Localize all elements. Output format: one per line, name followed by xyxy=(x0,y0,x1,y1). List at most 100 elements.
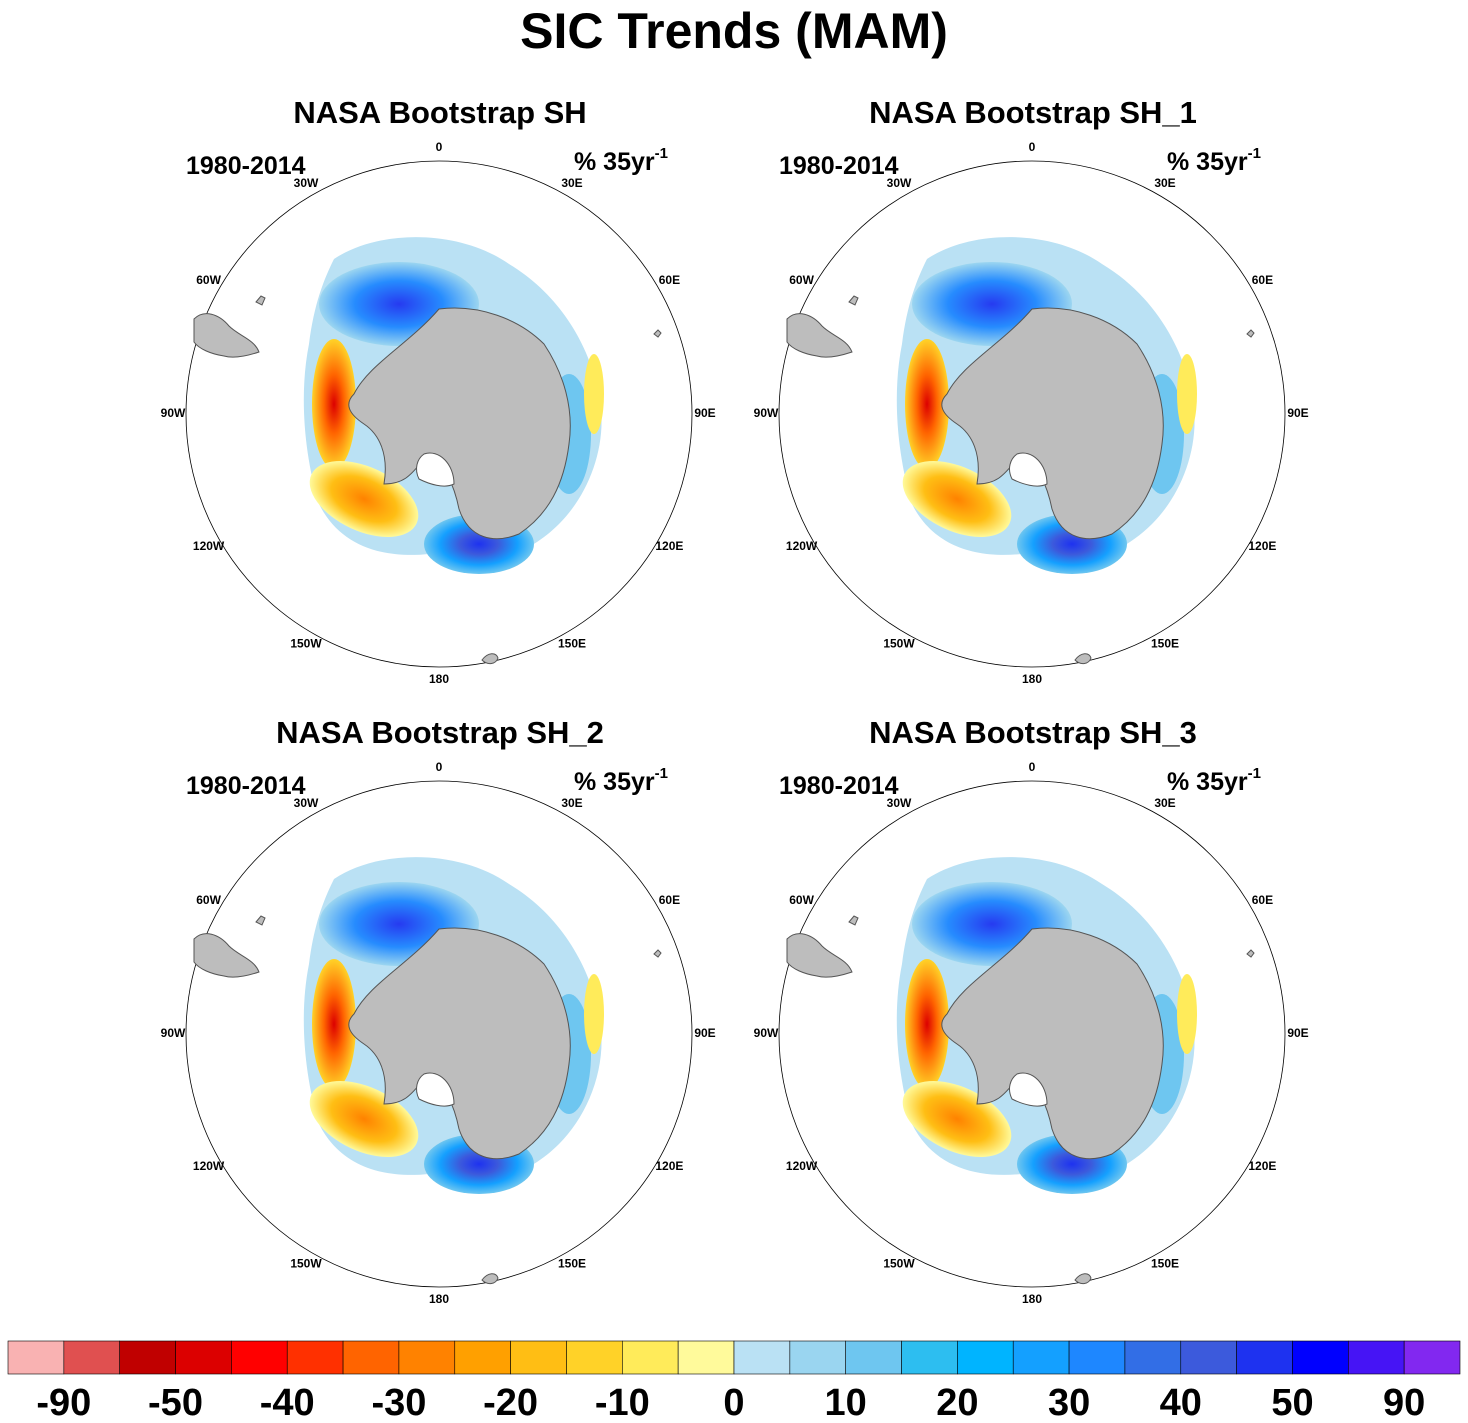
colorbar-box xyxy=(286,1340,344,1375)
panel-3-lon-label: 0 xyxy=(436,760,443,774)
colorbar-box xyxy=(454,1340,511,1375)
colorbar-box xyxy=(119,1340,176,1375)
panel-1-lon-label: 90E xyxy=(694,406,715,420)
colorbar-tick-label: -10 xyxy=(595,1382,650,1423)
colorbar-tick-label: -30 xyxy=(371,1382,426,1423)
panel-3: NASA Bootstrap SH_2 1980-2014 % 35yr-1 xyxy=(185,715,693,1288)
panel-2-title: NASA Bootstrap SH_1 xyxy=(869,95,1197,130)
panel-4-lon-label: 30W xyxy=(887,796,912,810)
panel-3-lon-label: 120W xyxy=(193,1159,225,1173)
panel-4-lon-label: 0 xyxy=(1029,760,1036,774)
panel-1-lon-label: 60E xyxy=(659,273,680,287)
colorbar-box xyxy=(901,1340,958,1375)
colorbar xyxy=(7,1340,1461,1375)
panel-4-period: 1980-2014 xyxy=(779,772,899,800)
panel-4-lon-label: 150W xyxy=(883,1257,915,1271)
panel-1-lon-label: 0 xyxy=(436,140,443,154)
panel-4-lon-label: 60E xyxy=(1252,893,1273,907)
colorbar-tick-label: -40 xyxy=(260,1382,315,1423)
colorbar-box xyxy=(1403,1340,1461,1375)
panel-2-lon-label: 0 xyxy=(1029,140,1036,154)
panel-4-lon-label: 90W xyxy=(754,1026,779,1040)
panel-1-lon-label: 120E xyxy=(655,539,683,553)
panel-4-units-exponent: -1 xyxy=(1248,765,1261,782)
panel-1-lon-label: 180 xyxy=(429,672,449,686)
colorbar-box xyxy=(789,1340,846,1375)
panel-3-lon-label: 150E xyxy=(558,1257,586,1271)
colorbar-box xyxy=(622,1340,679,1375)
panel-3-lon-label: 60W xyxy=(196,893,221,907)
panel-2-lon-label: 90E xyxy=(1287,406,1308,420)
colorbar-box xyxy=(398,1340,456,1375)
colorbar-tick-label: 50 xyxy=(1271,1382,1313,1423)
colorbar-tick-label: 30 xyxy=(1048,1382,1090,1423)
panel-3-lon-label: 60E xyxy=(659,893,680,907)
panel-4-units-base: % 35yr xyxy=(1167,768,1248,796)
colorbar-box xyxy=(1348,1340,1405,1375)
panel-1-map xyxy=(185,160,693,668)
panel-1-lon-label: 30E xyxy=(561,176,582,190)
colorbar-box xyxy=(1012,1340,1070,1375)
panel-1-units-exponent: -1 xyxy=(655,145,668,162)
colorbar-box xyxy=(957,1340,1014,1375)
panel-1-lon-label: 120W xyxy=(193,539,225,553)
colorbar-box xyxy=(63,1340,120,1375)
panel-3-lon-label: 90E xyxy=(694,1026,715,1040)
panel-2-lon-label: 60W xyxy=(789,273,814,287)
colorbar-box xyxy=(733,1340,791,1375)
panel-1-lon-label: 30W xyxy=(294,176,319,190)
panel-1-period: 1980-2014 xyxy=(186,152,306,180)
panel-4-lon-label: 30E xyxy=(1154,796,1175,810)
panel-2-units-base: % 35yr xyxy=(1167,148,1248,176)
colorbar-box xyxy=(1180,1340,1237,1375)
panel-4-units: % 35yr-1 xyxy=(1167,765,1261,796)
colorbar-box xyxy=(231,1340,288,1375)
panel-2-units: % 35yr-1 xyxy=(1167,145,1261,176)
panel-1-lon-label: 60W xyxy=(196,273,221,287)
panel-4-lon-label: 90E xyxy=(1287,1026,1308,1040)
panel-2: NASA Bootstrap SH_1 1980-2014 % 35yr-1 xyxy=(778,95,1286,668)
panel-3-title: NASA Bootstrap SH_2 xyxy=(276,715,604,750)
panel-3-lon-label: 150W xyxy=(290,1257,322,1271)
panel-3-lon-label: 30W xyxy=(294,796,319,810)
panel-1-units-base: % 35yr xyxy=(574,148,655,176)
panel-2-lon-label: 90W xyxy=(754,406,779,420)
colorbar-box xyxy=(1236,1340,1293,1375)
colorbar-box xyxy=(342,1340,400,1375)
colorbar-box xyxy=(845,1340,902,1375)
colorbar-tick-label: 0 xyxy=(723,1382,744,1423)
colorbar-box xyxy=(566,1340,623,1375)
colorbar-tick-label: -90 xyxy=(36,1382,91,1423)
colorbar-box xyxy=(175,1340,232,1375)
longitude-labels: 0 30E 60E 90E 120E 150E 180 150W 120W 90W 60W 30W 0 3… xyxy=(161,140,1309,1306)
panel-3-lon-label: 30E xyxy=(561,796,582,810)
panel-3-units-exponent: -1 xyxy=(655,765,668,782)
panel-4-lon-label: 180 xyxy=(1022,1292,1042,1306)
panel-4-lon-label: 120E xyxy=(1248,1159,1276,1173)
panel-2-lon-label: 30W xyxy=(887,176,912,190)
panel-2-lon-label: 120E xyxy=(1248,539,1276,553)
panel-1-lon-label: 150W xyxy=(290,637,322,651)
panel-4-title: NASA Bootstrap SH_3 xyxy=(869,715,1197,750)
panel-1: NASA Bootstrap SH 1980-2014 % 35yr-1 xyxy=(185,95,693,668)
colorbar-box xyxy=(1292,1340,1349,1375)
panel-4: NASA Bootstrap SH_3 1980-2014 % 35yr-1 xyxy=(778,715,1286,1288)
colorbar-tick-label: -20 xyxy=(483,1382,538,1423)
panel-1-lon-label: 150E xyxy=(558,637,586,651)
panel-3-lon-label: 180 xyxy=(429,1292,449,1306)
panel-2-lon-label: 120W xyxy=(786,539,818,553)
panel-4-lon-label: 60W xyxy=(789,893,814,907)
panel-2-lon-label: 150E xyxy=(1151,637,1179,651)
panel-2-lon-label: 150W xyxy=(883,637,915,651)
colorbar-labels: -90 -50 -40 -30 -20 -10 0 10 20 30 40 50 90 xyxy=(36,1382,1425,1423)
panel-3-lon-label: 90W xyxy=(161,1026,186,1040)
colorbar-tick-label: 20 xyxy=(936,1382,978,1423)
colorbar-box xyxy=(677,1340,735,1375)
panel-2-lon-label: 60E xyxy=(1252,273,1273,287)
panel-3-map xyxy=(185,780,693,1288)
panel-3-period: 1980-2014 xyxy=(186,772,306,800)
panel-1-lon-label: 90W xyxy=(161,406,186,420)
colorbar-tick-label: 40 xyxy=(1160,1382,1202,1423)
panel-2-lon-label: 30E xyxy=(1154,176,1175,190)
